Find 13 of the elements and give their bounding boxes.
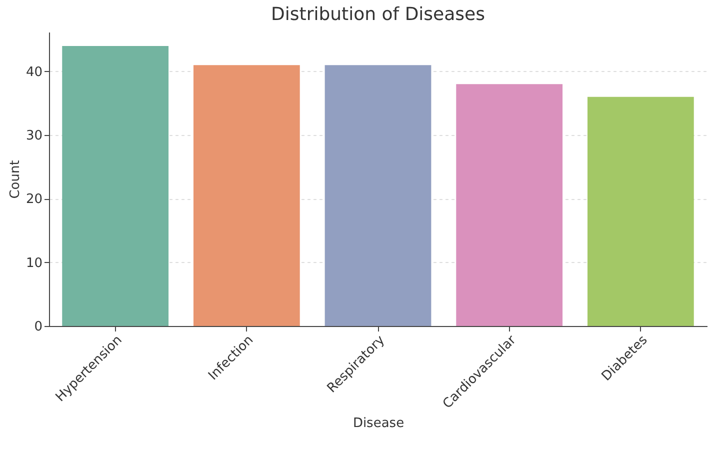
bar [193,65,300,326]
y-tick-label: 40 [26,64,42,80]
y-axis-title: Count [8,160,23,199]
bar [587,96,694,326]
y-tick-label: 20 [26,192,42,208]
x-axis-title: Disease [352,416,404,432]
bar [62,46,169,326]
y-tick-label: 0 [34,320,42,334]
bar [456,84,563,326]
y-tick-label: 30 [26,128,42,144]
chart-title: Distribution of Diseases [271,4,485,25]
bar [324,65,432,326]
y-tick-label: 10 [26,256,42,271]
